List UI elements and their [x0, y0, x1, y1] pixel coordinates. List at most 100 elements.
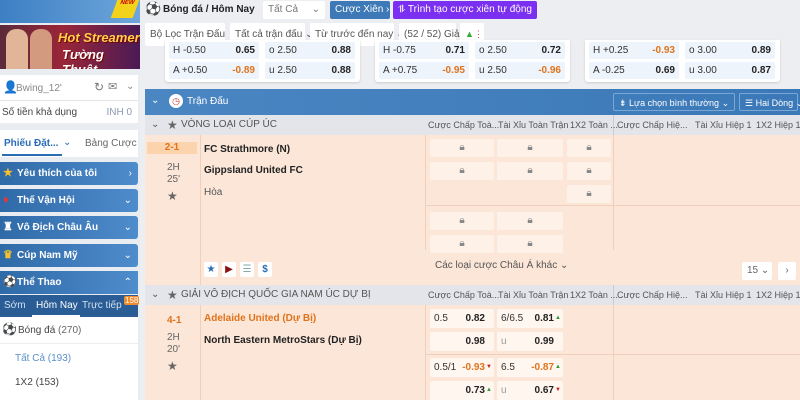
tab-bet-list[interactable]: Bảng Cược: [85, 138, 137, 149]
odds-value: -0.93: [462, 362, 485, 373]
sport-list: ⚽ Bóng đá (270) Tất Cả (193) 1X2 (153): [0, 317, 138, 400]
odds-button[interactable]: 0.98: [430, 332, 494, 351]
filter-label: (52 / 52) Giải: [404, 29, 462, 40]
category-select[interactable]: Tất Cả ⌄: [263, 1, 325, 19]
column-header: Tài Xỉu Toàn Trận: [498, 290, 569, 300]
odds-line: o 2.50: [479, 45, 507, 56]
match-row: 4-1 2H 20' ★ Adelaide United (Dự Bị) Nor…: [145, 305, 800, 400]
soccer-ball-icon: ⚽: [3, 276, 17, 288]
favorite-star-icon[interactable]: ★: [167, 189, 178, 203]
sidebar-item-label: Cúp Nam Mỹ: [17, 250, 78, 261]
odds-button[interactable]: A -0.25 0.69: [589, 62, 679, 79]
tab-early[interactable]: Sớm: [4, 300, 26, 311]
arrow-up-icon: ▲: [465, 29, 474, 39]
odds-value: 0.69: [655, 65, 675, 76]
odds-button[interactable]: o 2.50 0.88: [265, 42, 355, 59]
user-icon: 👤: [3, 80, 18, 94]
sidebar-item-label: Yêu thích của tôi: [17, 168, 98, 179]
arrow-down-icon: ⋮: [473, 29, 483, 39]
chevron-right-icon: ›: [128, 168, 132, 179]
parlay-button[interactable]: Cược Xiên ›: [330, 1, 390, 19]
odds-button[interactable]: 0.5/1 -0.93 ▼: [430, 358, 494, 377]
odds-button[interactable]: A +0.75 -0.95: [379, 62, 469, 79]
odds-value: 0.88: [331, 65, 351, 76]
lock-icon: 🔒︎: [497, 212, 563, 230]
odds-line: A +0.75: [383, 65, 418, 76]
odds-button[interactable]: 6/6.5 0.81 ▲: [497, 309, 563, 328]
divider: [613, 115, 614, 135]
torch-icon: ♦: [3, 194, 9, 206]
odds-button[interactable]: u 2.50 -0.96: [475, 62, 565, 79]
sidebar-item-sports[interactable]: ⚽ Thể Thao ⌃: [0, 271, 138, 294]
market-all[interactable]: Tất Cả (193): [15, 353, 72, 364]
match-minute: 25': [167, 174, 181, 185]
odds-value: 0.72: [541, 45, 561, 56]
chevron-down-icon[interactable]: ⌄: [63, 137, 72, 148]
odds-button[interactable]: 6.5 -0.87 ▲: [497, 358, 563, 377]
banner-strip: NEW: [0, 0, 140, 23]
chevron-down-icon[interactable]: ⌄: [151, 95, 160, 106]
sport-item-football[interactable]: ⚽ Bóng đá (270): [0, 317, 138, 344]
view-mode-dropdown[interactable]: ☰ Hai Dòng ⌄: [739, 93, 800, 111]
favorite-star-icon[interactable]: ★: [167, 118, 178, 132]
odds-button[interactable]: 0.5 0.82: [430, 309, 494, 328]
section-title: Trận Đấu: [187, 96, 229, 107]
sort-mode-dropdown[interactable]: ⇟ Lựa chọn bình thường ⌄: [613, 93, 736, 111]
tab-bet-slip[interactable]: Phiếu Đặt...: [4, 138, 59, 149]
tab-today[interactable]: Hôm Nay: [36, 300, 78, 311]
play-video-icon[interactable]: ▶: [222, 262, 236, 277]
odds-button[interactable]: u 0.67 ▼: [497, 381, 563, 400]
odds-button[interactable]: u 0.99: [497, 332, 563, 351]
chevron-down-icon[interactable]: ⌄: [151, 119, 160, 130]
league-row[interactable]: ⌄ ★ GIẢI VÔ ĐỊCH QUỐC GIA NAM ÚC DỰ BỊ Cược…: [145, 285, 800, 305]
odds-button[interactable]: H -0.75 0.71: [379, 42, 469, 59]
page-size-select[interactable]: 15 ⌄: [742, 262, 772, 280]
chevron-down-icon[interactable]: ⌄: [126, 81, 135, 92]
promo-banner[interactable]: Hot Streamer Tường Thuật: [0, 25, 140, 69]
league-row[interactable]: ⌄ ★ VÒNG LOẠI CÚP ÚC Cược Chấp Toà... Tài Xỉ…: [145, 115, 800, 135]
favorite-star-icon[interactable]: ★: [167, 359, 178, 373]
sidebar-item-favorites[interactable]: ★ Yêu thích của tôi ›: [0, 162, 138, 185]
streamer-image: [6, 29, 28, 69]
cup-icon: ♛: [3, 249, 13, 261]
odds-button[interactable]: A +0.50 -0.89: [169, 62, 259, 79]
odds-button[interactable]: o 2.50 0.72: [475, 42, 565, 59]
auto-parlay-button[interactable]: ⥮ Trình tạo cược xiên tự động: [393, 1, 537, 19]
lock-icon: 🔒︎: [430, 235, 494, 253]
odds-button[interactable]: u 2.50 0.88: [265, 62, 355, 79]
odds-button[interactable]: o 3.00 0.89: [685, 42, 775, 59]
market-1x2[interactable]: 1X2 (153): [15, 377, 59, 388]
odds-button[interactable]: H +0.25 -0.93: [589, 42, 679, 59]
sidebar-item-euro[interactable]: ♜ Vô Địch Châu Âu ⌄: [0, 216, 138, 239]
chevron-down-icon[interactable]: ⌄: [151, 289, 160, 300]
refresh-icon[interactable]: ↻: [94, 80, 105, 94]
favorite-star-icon[interactable]: ★: [204, 262, 218, 277]
odds-value: 0.67: [534, 385, 554, 396]
balance-value: INH 0: [106, 107, 132, 118]
draw-label: Hòa: [204, 187, 223, 198]
mail-icon[interactable]: ✉: [108, 81, 118, 93]
next-page-button[interactable]: ›: [778, 262, 796, 280]
odds-button[interactable]: u 3.00 0.87: [685, 62, 775, 79]
home-team: FC Strathmore (N): [204, 144, 291, 155]
sidebar: NEW Hot Streamer Tường Thuật 👤 Bwing_12'…: [0, 0, 140, 400]
odds-line: A -0.25: [593, 65, 625, 76]
more-asian-bets-button[interactable]: Các loại cược Châu Á khác ⌄: [435, 260, 569, 271]
dollar-icon[interactable]: $: [258, 262, 272, 277]
odds-value: 0.65: [235, 45, 255, 56]
favorite-star-icon[interactable]: ★: [167, 288, 178, 302]
sidebar-item-copa-america[interactable]: ♛ Cúp Nam Mỹ ⌄: [0, 244, 138, 267]
odds-button[interactable]: H -0.50 0.65: [169, 42, 259, 59]
odds-line: 0.5/1: [434, 362, 457, 373]
column-header: 1X2 Toàn ...: [570, 290, 618, 300]
stats-icon[interactable]: ☰: [240, 262, 254, 277]
tab-live[interactable]: Trực tiếp: [82, 300, 122, 311]
odds-card: H -0.75 0.71 o 2.50 0.72 A +0.75 -0.95 u 2.50 -…: [375, 40, 570, 82]
league-name: GIẢI VÔ ĐỊCH QUỐC GIA NAM ÚC DỰ BỊ: [181, 289, 371, 300]
chevron-down-icon: ⌄: [311, 4, 320, 15]
odds-line: o 3.00: [689, 45, 717, 56]
sidebar-item-olympics[interactable]: ♦ Thế Vận Hội ⌄: [0, 189, 138, 212]
column-header: Tài Xỉu Toàn Trận: [498, 120, 569, 130]
odds-button[interactable]: 0.73 ▲: [430, 381, 494, 400]
match-period: 2H: [167, 162, 180, 173]
